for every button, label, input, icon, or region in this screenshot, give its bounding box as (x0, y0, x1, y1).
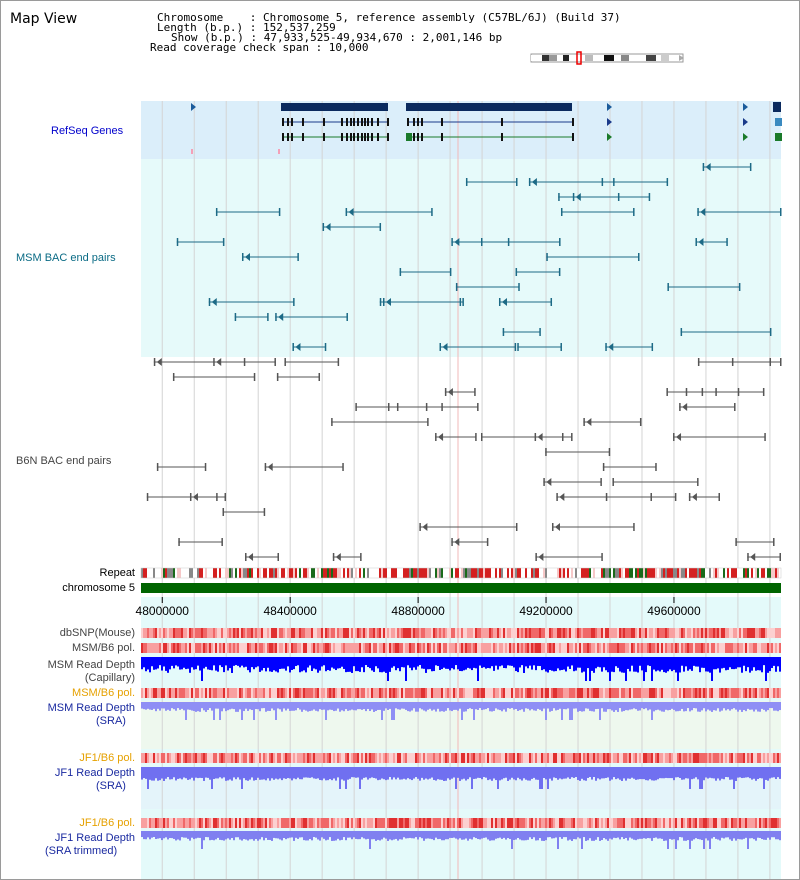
chromosome-bar (141, 583, 781, 593)
gene-arrow (743, 103, 748, 111)
track-label-jf1-b6-pol-trim: JF1/B6 pol. (79, 817, 135, 829)
page-title: Map View (10, 11, 78, 27)
msm-bac-track-bg (141, 159, 781, 357)
axis-tick-label: 48800000 (391, 604, 445, 618)
track-label-msm-b6-pol: MSM/B6 pol. (72, 642, 135, 654)
refseq-gene-block (406, 103, 572, 111)
axis-tick-label: 49600000 (647, 604, 701, 618)
gene-arrow (607, 103, 612, 111)
ideogram-position-marker (576, 51, 582, 65)
track-label-msm-read-depth-cap: MSM Read Depth (47, 659, 135, 671)
track-label-jf1-b6-pol: JF1/B6 pol. (79, 752, 135, 764)
track-label-msm-bac[interactable]: MSM BAC end pairs (16, 252, 116, 264)
info-show-range: Show (b.p.) : 47,933,525-49,934,670 : 2,… (171, 31, 503, 44)
track-label-repeat: Repeat (99, 567, 135, 579)
track-label-sra-trimmed: (SRA trimmed) (45, 845, 118, 857)
track-label-jf1-read-depth-trim: JF1 Read Depth (54, 832, 135, 844)
axis-tick-label: 49200000 (519, 604, 573, 618)
info-length: Length (b.p.) : 152,537,259 (157, 21, 336, 34)
refseq-gene-block (281, 103, 388, 111)
gene-arrow (191, 103, 196, 111)
info-coverage-span: Read coverage check span : 10,000 (150, 41, 369, 54)
track-label-msm-b6-pol-sra: MSM/B6 pol. (72, 687, 135, 699)
track-label-refseq-genes[interactable]: RefSeq Genes (51, 125, 124, 137)
track-label-chromosome: chromosome 5 (62, 582, 135, 594)
info-chromosome: Chromosome : Chromosome 5, reference ass… (157, 11, 621, 24)
track-label-jf1-sra: (SRA) (96, 780, 126, 792)
track-label-b6n-bac[interactable]: B6N BAC end pairs (16, 455, 112, 467)
repeat-track (140, 567, 782, 579)
track-label-dbsnp: dbSNP(Mouse) (59, 627, 135, 639)
track-label-jf1-read-depth: JF1 Read Depth (54, 767, 135, 779)
track-label-msm-sra: (SRA) (96, 715, 126, 727)
axis-tick-label: 48400000 (263, 604, 317, 618)
axis-tick-label: 48000000 (135, 604, 189, 618)
track-label-capillary: (Capillary) (84, 672, 135, 684)
track-label-msm-read-depth-sra: MSM Read Depth (47, 702, 135, 714)
refseq-gene-block (773, 102, 781, 112)
